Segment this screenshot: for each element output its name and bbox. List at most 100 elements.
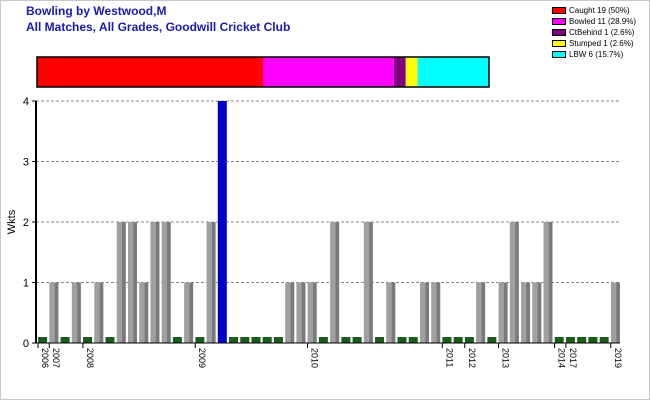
bar-shade — [290, 282, 295, 343]
x-year-label: 2010 — [310, 348, 320, 368]
bar-zero — [565, 337, 575, 343]
x-year-label: 2012 — [467, 348, 477, 368]
legend-item-ctbehind: CtBehind 1 (2.6%) — [552, 27, 636, 38]
legend-item-lbw: LBW 6 (15.7%) — [552, 49, 636, 60]
bar — [610, 282, 620, 343]
legend-swatch-caught — [552, 7, 566, 14]
stack-segment-caught — [37, 57, 263, 87]
bar-shade — [616, 282, 620, 343]
bar — [49, 282, 59, 343]
bar-zero — [408, 337, 418, 343]
x-year-label: 2011 — [444, 348, 454, 367]
x-year-label: 2017 — [568, 348, 578, 368]
bar-shade — [548, 222, 553, 343]
bar-zero — [487, 337, 497, 343]
bar-shade — [54, 282, 59, 343]
bar-zero — [464, 337, 474, 343]
bar-zero — [38, 337, 48, 343]
bar-zero — [375, 337, 385, 343]
legend-item-stumped: Stumped 1 (2.6%) — [552, 38, 636, 49]
x-year-label: 2006 — [40, 348, 50, 368]
legend-swatch-lbw — [552, 51, 566, 58]
bar-shade — [99, 282, 104, 343]
chart-subtitle: All Matches, All Grades, Goodwill Cricke… — [26, 20, 291, 34]
bar — [116, 222, 126, 343]
bar-zero — [341, 337, 351, 343]
bar — [363, 222, 373, 343]
y-axis-title: Wkts — [6, 209, 18, 234]
stack-segment-stumped — [405, 57, 418, 87]
bar-zero — [588, 337, 598, 343]
bar-zero — [577, 337, 587, 343]
bar — [386, 282, 396, 343]
bar-shade — [167, 222, 171, 343]
bar — [509, 222, 519, 343]
bar-zero — [318, 337, 328, 343]
bar — [498, 282, 508, 343]
bar-shade — [144, 282, 149, 343]
bar — [476, 282, 486, 343]
y-tick-label: 3 — [23, 157, 29, 169]
y-tick-label: 4 — [23, 96, 29, 108]
bar-zero — [262, 337, 272, 343]
bar-zero — [453, 337, 463, 343]
x-year-label: 2019 — [613, 348, 623, 368]
x-year-label: 2013 — [500, 348, 510, 368]
bar-zero — [195, 337, 205, 343]
bar — [296, 282, 306, 343]
bar — [206, 222, 216, 343]
stack-segment-bowled — [263, 57, 394, 87]
stack-bar-outline — [36, 56, 490, 88]
bar-shade — [313, 282, 317, 343]
legend-item-bowled: Bowled 11 (28.9%) — [552, 16, 636, 27]
bar — [532, 282, 542, 343]
bar-shade — [481, 282, 486, 343]
bar-zero — [397, 337, 407, 343]
legend-item-caught: Caught 19 (50%) — [552, 5, 636, 16]
y-tick-label: 1 — [23, 278, 29, 290]
bar-zero — [554, 337, 564, 343]
bar — [521, 282, 531, 343]
legend-swatch-stumped — [552, 40, 566, 47]
bar — [431, 282, 441, 343]
bar-shade — [122, 222, 126, 343]
bar — [543, 222, 553, 343]
bar-shade — [526, 282, 531, 343]
bar-zero — [83, 337, 93, 343]
bar — [139, 282, 149, 343]
bar-shade — [77, 282, 81, 343]
x-year-label: 2007 — [51, 348, 61, 368]
chart-title: Bowling by Westwood,M — [26, 4, 167, 18]
bar — [127, 222, 137, 343]
y-tick-label: 2 — [23, 217, 29, 229]
bar — [285, 282, 295, 343]
stack-segment-lbw — [417, 57, 489, 87]
legend-swatch-ctbehind — [552, 29, 566, 36]
bar-zero — [229, 337, 239, 343]
bar-shade — [211, 222, 216, 343]
bar — [330, 222, 340, 343]
bar-zero — [172, 337, 182, 343]
bar-shade — [515, 222, 519, 343]
bar-shade — [436, 282, 441, 343]
stack-segment-ctbehind — [393, 57, 406, 87]
bar — [71, 282, 81, 343]
bar-shade — [503, 282, 508, 343]
bar-highlight — [217, 101, 227, 343]
bar-shade — [391, 282, 396, 343]
bar-zero — [240, 337, 250, 343]
bar-shade — [189, 282, 194, 343]
x-year-label: 2014 — [557, 348, 567, 368]
bar-zero — [352, 337, 362, 343]
legend-swatch-bowled — [552, 18, 566, 25]
bar-shade — [155, 222, 160, 343]
bar-zero — [60, 337, 70, 343]
bar-shade — [369, 222, 373, 343]
bar-shade — [335, 222, 340, 343]
legend-label-stumped: Stumped 1 (2.6%) — [569, 39, 634, 48]
legend-label-lbw: LBW 6 (15.7%) — [569, 50, 624, 59]
bar — [307, 282, 317, 343]
legend: Caught 19 (50%) Bowled 11 (28.9%) CtBehi… — [552, 5, 636, 60]
bar-zero — [442, 337, 452, 343]
